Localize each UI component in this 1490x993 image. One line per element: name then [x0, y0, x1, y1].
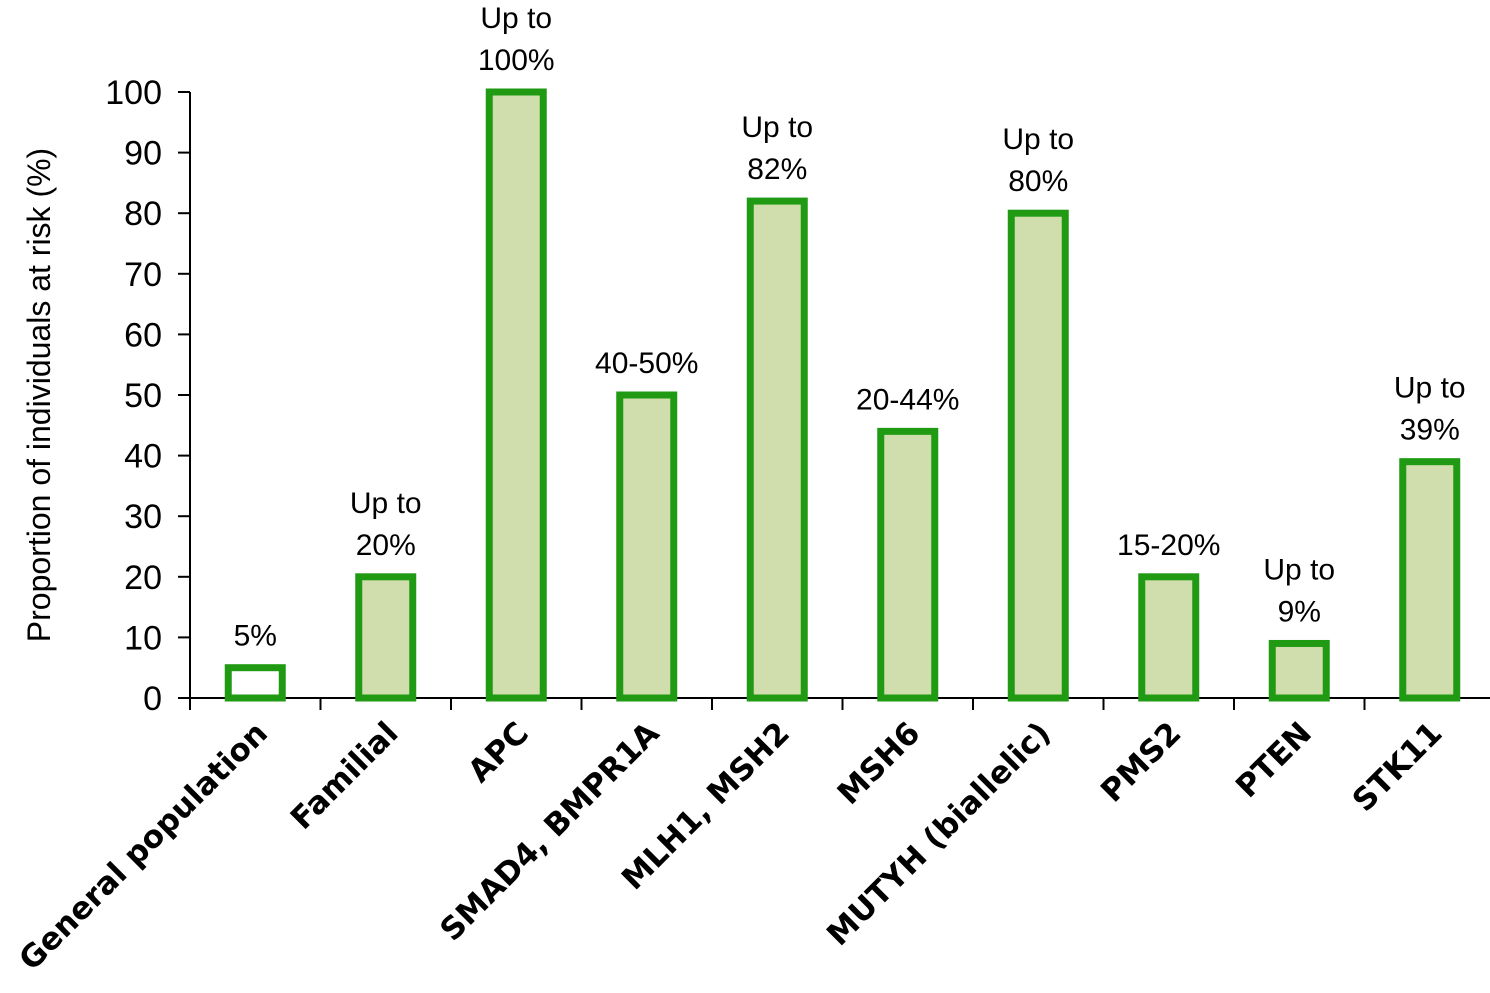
category-label: STK11 — [1346, 715, 1450, 819]
category-label: APC — [461, 715, 536, 790]
y-tick-label: 60 — [124, 316, 162, 354]
bar — [1138, 573, 1200, 702]
plot-area: 0 10 20 30 40 50 60 70 80 90 100 5% General populati… — [12, 2, 1490, 978]
bar-annotation: 39% — [1400, 414, 1460, 447]
bar-annotation: 5% — [234, 620, 277, 653]
y-tick-label: 70 — [124, 256, 162, 294]
bar — [1007, 209, 1069, 702]
bar-annotation: 20% — [356, 529, 416, 562]
y-tick-label: 80 — [124, 195, 162, 233]
category-label: General population — [12, 715, 275, 978]
bar-annotation: 9% — [1278, 595, 1321, 628]
bar — [224, 664, 286, 702]
y-tick-label: 90 — [124, 135, 162, 173]
category-label: PTEN — [1229, 715, 1319, 805]
bar-annotation: Up to — [350, 487, 422, 520]
bar-annotation: Up to — [480, 2, 552, 35]
bar-annotation: 20-44% — [856, 383, 959, 416]
bar — [355, 573, 417, 702]
y-tick-label: 50 — [124, 377, 162, 415]
bar-annotation: Up to — [1263, 553, 1335, 586]
bar-annotation: Up to — [1002, 123, 1074, 156]
category-label: MUTYH (biallelic) — [820, 715, 1058, 953]
y-tick-label: 10 — [124, 619, 162, 657]
bar-annotation: 80% — [1008, 165, 1068, 198]
category-label: Familial — [284, 715, 406, 837]
bar-annotation: 40-50% — [595, 347, 698, 380]
y-axis-label: Proportion of individuals at risk (%) — [21, 148, 57, 642]
bar — [1399, 458, 1461, 702]
bar-annotation: 100% — [478, 44, 555, 77]
y-tick-label: 20 — [124, 559, 162, 597]
bar — [1268, 639, 1330, 702]
bar-annotation: 15-20% — [1117, 529, 1220, 562]
bar — [616, 391, 678, 702]
y-tick-label: 30 — [124, 498, 162, 536]
bar-annotation: Up to — [741, 111, 813, 144]
bar — [485, 88, 547, 702]
y-tick-label: 100 — [105, 74, 162, 112]
category-label: PMS2 — [1094, 715, 1188, 809]
bar — [877, 427, 939, 702]
category-label: SMAD4, BMPR1A — [433, 715, 666, 948]
bar — [746, 197, 808, 702]
y-tick-label: 40 — [124, 438, 162, 476]
y-tick-label: 0 — [143, 680, 162, 718]
bar-annotation: 82% — [747, 153, 807, 186]
category-label: MSH6 — [831, 715, 928, 812]
bar-annotation: Up to — [1394, 372, 1466, 405]
